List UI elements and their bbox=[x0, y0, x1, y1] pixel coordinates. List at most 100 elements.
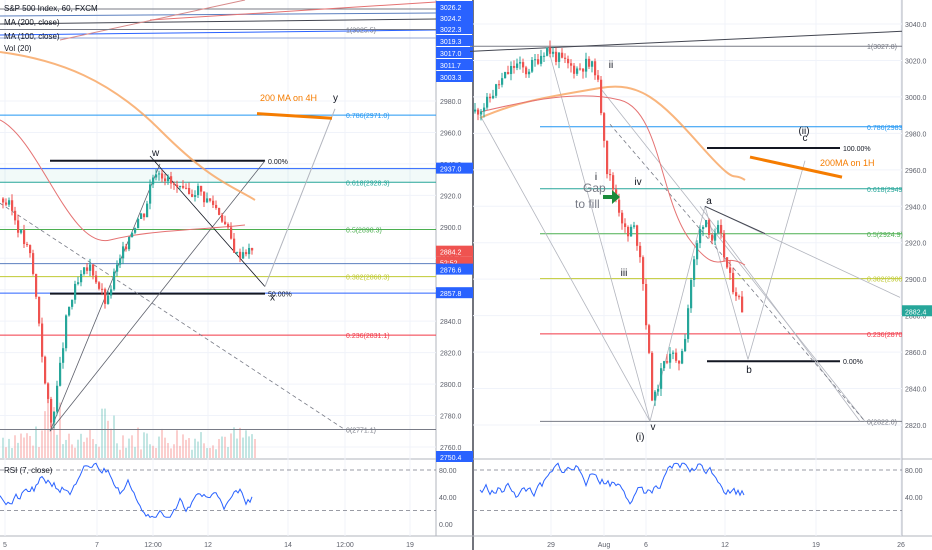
candle bbox=[32, 249, 35, 276]
candle bbox=[534, 53, 537, 67]
candle-body bbox=[660, 368, 663, 389]
price-tag bbox=[436, 256, 473, 268]
left-time-tick: 12:00 bbox=[144, 542, 162, 549]
fib-level-label: 0.236(2870 bbox=[867, 332, 903, 339]
candle-body bbox=[729, 267, 732, 273]
candle bbox=[702, 225, 705, 237]
volume-bar bbox=[182, 434, 184, 458]
candle bbox=[552, 46, 555, 58]
candle-body bbox=[29, 245, 32, 254]
gap-arrow-icon bbox=[603, 190, 620, 204]
candle bbox=[113, 268, 116, 291]
candle-body bbox=[591, 61, 594, 67]
candle bbox=[519, 56, 522, 70]
fib-level-label: 0.236(2831.1) bbox=[346, 333, 390, 340]
fib-level-label: 0.618(2949 bbox=[867, 187, 903, 194]
candle-body bbox=[588, 58, 591, 67]
wave-line bbox=[599, 87, 866, 422]
candle bbox=[143, 213, 146, 221]
candle-body bbox=[221, 214, 224, 222]
candle-body bbox=[152, 177, 155, 185]
volume-bar bbox=[17, 442, 19, 458]
candle-body bbox=[89, 264, 92, 271]
candle-body bbox=[510, 65, 513, 75]
volume-bar bbox=[23, 437, 25, 458]
candle-body bbox=[128, 237, 131, 250]
candle bbox=[501, 72, 504, 88]
candle bbox=[669, 347, 672, 369]
price-tag bbox=[436, 59, 473, 70]
candle bbox=[489, 93, 492, 103]
volume-bar bbox=[245, 430, 247, 458]
right-price-tick: 2880.0 bbox=[905, 314, 927, 321]
rsi-tick-label: 40.00 bbox=[905, 495, 923, 502]
candle-body bbox=[570, 63, 573, 66]
price-tag bbox=[436, 245, 473, 257]
candle-body bbox=[2, 198, 5, 203]
volume-bar bbox=[254, 438, 256, 458]
volume-bar bbox=[92, 439, 94, 458]
wave-label: a bbox=[706, 196, 712, 207]
rsi-legend: RSI (7, close) bbox=[4, 466, 53, 475]
candle bbox=[498, 80, 501, 90]
candle bbox=[170, 171, 173, 189]
candle-body bbox=[47, 383, 50, 399]
candle-body bbox=[477, 109, 480, 115]
candle bbox=[681, 348, 684, 365]
candle bbox=[609, 169, 612, 181]
resistance-line bbox=[0, 12, 437, 17]
candle-body bbox=[131, 232, 134, 238]
candle bbox=[68, 306, 71, 317]
volume-bar bbox=[164, 437, 166, 458]
candle bbox=[20, 229, 23, 235]
candle bbox=[594, 58, 597, 80]
candle-body bbox=[558, 52, 561, 62]
candle-body bbox=[693, 259, 696, 281]
candle-body bbox=[663, 361, 666, 369]
volume-bar bbox=[71, 444, 73, 458]
projection-label: 100.00% bbox=[843, 146, 871, 153]
candle-body bbox=[495, 84, 498, 96]
candle-body bbox=[53, 411, 56, 423]
candle bbox=[2, 197, 5, 209]
candle bbox=[570, 59, 573, 73]
ma-annotation-line bbox=[749, 155, 843, 179]
candle-body bbox=[95, 275, 98, 283]
price-tag-label: 3017.0 bbox=[440, 51, 462, 58]
ma100-line bbox=[0, 119, 246, 241]
candle-body bbox=[699, 229, 702, 244]
candle-body bbox=[504, 72, 507, 79]
candle-body bbox=[104, 289, 107, 304]
volume-bar bbox=[98, 446, 100, 458]
left-price-tick: 2960.0 bbox=[440, 130, 462, 137]
volume-bar bbox=[44, 411, 46, 458]
candle-body bbox=[158, 173, 161, 175]
wave-line bbox=[704, 206, 749, 360]
candle bbox=[693, 255, 696, 287]
volume-bar bbox=[134, 446, 136, 458]
wave-label: c bbox=[803, 133, 808, 144]
candle bbox=[131, 231, 134, 238]
wave-label: (ii) bbox=[798, 126, 809, 137]
candle-body bbox=[185, 187, 188, 189]
candle bbox=[597, 69, 600, 83]
left-time-tick: 12 bbox=[204, 542, 212, 549]
candle bbox=[699, 225, 702, 249]
fib-level-label: 1(3025.5) bbox=[346, 27, 376, 34]
candle bbox=[218, 207, 221, 216]
right-price-tick: 2820.0 bbox=[905, 423, 927, 430]
wave-line bbox=[479, 114, 651, 422]
volume-bar bbox=[194, 438, 196, 458]
candle-body bbox=[146, 203, 149, 218]
candle-body bbox=[224, 221, 227, 225]
gap-label: Gap bbox=[583, 181, 606, 195]
candle-body bbox=[77, 282, 80, 284]
volume-bar bbox=[86, 437, 88, 458]
right-price-tick: 3040.0 bbox=[905, 22, 927, 29]
left-price-tick: 2900.0 bbox=[440, 225, 462, 232]
candle-body bbox=[59, 362, 62, 386]
candle-body bbox=[516, 63, 519, 68]
candle bbox=[224, 215, 227, 226]
candle bbox=[59, 356, 62, 387]
